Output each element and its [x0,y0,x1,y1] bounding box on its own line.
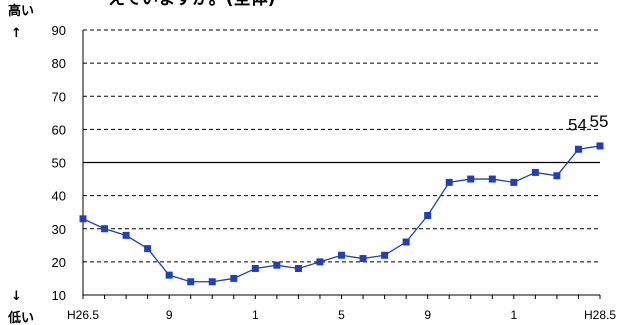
data-point [316,258,324,266]
data-point [294,265,302,272]
x-tick-label: 9 [424,308,431,322]
data-point [144,245,152,253]
data-label: 54 [568,115,587,134]
y-tick-label: 30 [52,222,66,237]
data-point [510,178,518,186]
chart-title: えていますか。(全体) [108,0,275,9]
y-tick-label: 80 [52,56,66,71]
data-point [531,168,539,176]
y-tick-label: 10 [52,288,66,303]
data-point [273,261,281,269]
data-point [359,255,367,263]
data-point [251,265,259,272]
y-tick-label: 40 [52,189,66,204]
x-tick-label: 9 [166,308,173,322]
up-arrow-icon: ↑ [11,26,22,41]
y-tick-label: 60 [52,122,66,137]
high-label: 高い [8,3,34,19]
data-point [187,278,195,286]
data-point [208,278,216,286]
low-label: 低い [7,310,34,325]
data-series [79,142,604,286]
axes [82,30,601,299]
data-point [230,274,238,282]
data-point [122,231,130,239]
data-point [596,142,604,150]
data-point [338,251,345,259]
y-tick-label: 20 [52,255,66,270]
y-tick-label: 90 [52,23,66,38]
x-tick-label: 1 [252,308,259,322]
x-tick-label: 5 [338,308,345,322]
y-tick-label: 70 [52,89,66,104]
down-arrow-icon: ↓ [11,289,22,304]
y-tick-labels: 10 20 30 40 50 60 70 80 90 [52,23,66,303]
data-point [79,215,87,223]
data-point [574,145,582,153]
x-tick-label: 1 [510,308,517,322]
data-point [402,238,410,246]
gridlines [83,29,600,263]
x-tick-label: H26.5 [67,308,99,322]
y-tick-label: 50 [52,156,66,171]
data-point [424,212,432,219]
x-tick-labels: H26.5 9 1 5 9 1 H28.5 [67,308,616,322]
x-tick-label: H28.5 [584,308,616,322]
data-labels: 54 55 [568,112,608,134]
data-point [381,251,389,259]
data-point [488,175,496,183]
data-point [101,225,109,233]
data-point [445,178,453,186]
data-point [553,172,561,180]
data-label: 55 [590,112,609,131]
data-point [467,175,475,183]
data-point [165,271,173,279]
